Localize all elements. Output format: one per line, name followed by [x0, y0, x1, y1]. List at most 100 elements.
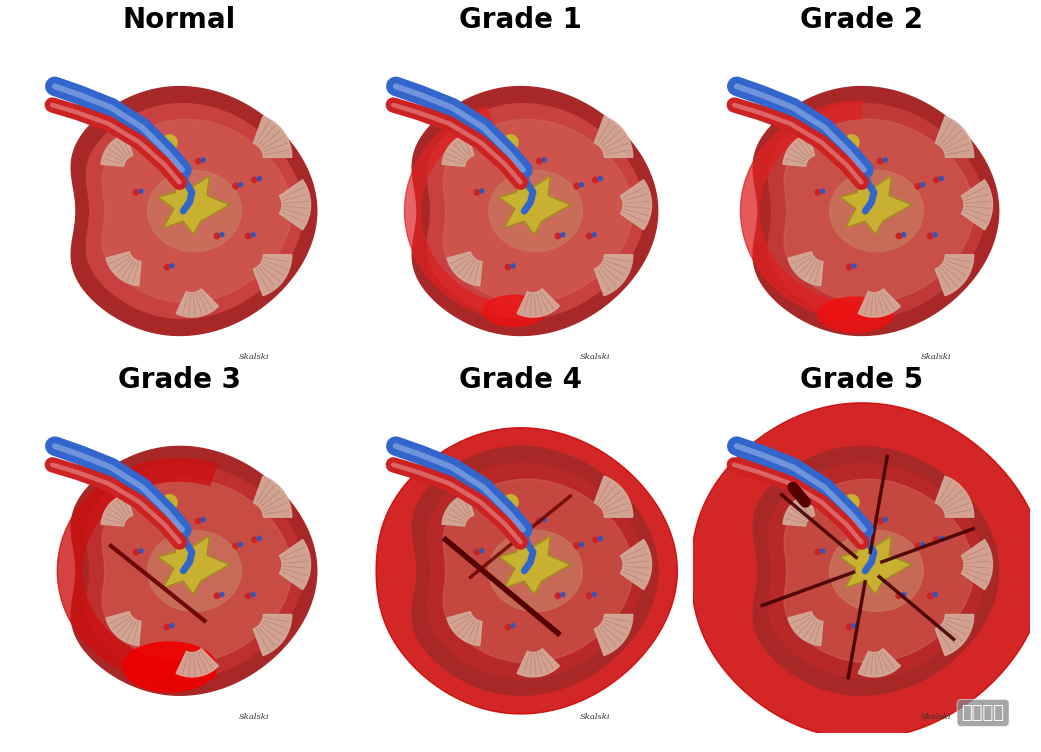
- Circle shape: [233, 183, 238, 189]
- Text: 熊猫放射: 熊猫放射: [962, 704, 1005, 722]
- Circle shape: [939, 177, 943, 180]
- Circle shape: [846, 265, 852, 270]
- Polygon shape: [443, 120, 633, 303]
- Polygon shape: [783, 134, 815, 166]
- Polygon shape: [71, 447, 316, 696]
- Circle shape: [902, 232, 906, 237]
- Polygon shape: [517, 289, 559, 317]
- Circle shape: [511, 264, 515, 268]
- Polygon shape: [788, 611, 823, 645]
- Polygon shape: [158, 170, 229, 235]
- Polygon shape: [768, 104, 985, 318]
- Polygon shape: [106, 611, 141, 645]
- Circle shape: [138, 189, 143, 193]
- Polygon shape: [102, 120, 291, 303]
- Polygon shape: [412, 86, 658, 335]
- Ellipse shape: [148, 530, 242, 611]
- Polygon shape: [935, 476, 973, 517]
- Polygon shape: [442, 134, 474, 166]
- Text: Skalski: Skalski: [239, 713, 270, 720]
- Circle shape: [214, 593, 220, 599]
- Circle shape: [820, 189, 824, 193]
- Polygon shape: [935, 255, 973, 296]
- Polygon shape: [788, 252, 823, 286]
- Polygon shape: [935, 614, 973, 656]
- Circle shape: [196, 159, 201, 164]
- Circle shape: [505, 624, 511, 629]
- Circle shape: [542, 158, 547, 162]
- Circle shape: [511, 623, 515, 628]
- Title: Normal: Normal: [123, 6, 236, 34]
- Circle shape: [592, 593, 596, 596]
- Ellipse shape: [148, 171, 242, 252]
- Circle shape: [220, 593, 224, 596]
- Circle shape: [499, 139, 503, 143]
- Circle shape: [474, 550, 480, 555]
- Title: Grade 2: Grade 2: [799, 6, 923, 34]
- Polygon shape: [858, 649, 900, 677]
- Polygon shape: [691, 403, 1041, 738]
- Polygon shape: [499, 170, 570, 235]
- Ellipse shape: [830, 171, 923, 252]
- Circle shape: [220, 232, 224, 237]
- Text: Skalski: Skalski: [239, 353, 270, 361]
- Polygon shape: [106, 252, 141, 286]
- Polygon shape: [442, 493, 474, 526]
- Circle shape: [574, 543, 580, 549]
- Circle shape: [164, 265, 170, 270]
- Circle shape: [257, 536, 261, 541]
- Polygon shape: [101, 493, 132, 526]
- Circle shape: [251, 593, 255, 596]
- Circle shape: [592, 177, 599, 183]
- Circle shape: [834, 499, 839, 505]
- Circle shape: [928, 233, 933, 238]
- Polygon shape: [447, 252, 482, 286]
- Polygon shape: [158, 529, 229, 594]
- Circle shape: [915, 543, 920, 549]
- Polygon shape: [57, 459, 218, 683]
- Circle shape: [852, 264, 856, 268]
- Title: Grade 4: Grade 4: [459, 365, 582, 394]
- Circle shape: [246, 593, 251, 599]
- Circle shape: [896, 233, 902, 238]
- Polygon shape: [405, 107, 491, 315]
- Circle shape: [157, 139, 161, 143]
- Circle shape: [902, 593, 906, 596]
- Polygon shape: [101, 134, 132, 166]
- Ellipse shape: [488, 530, 582, 611]
- Circle shape: [536, 518, 542, 523]
- Ellipse shape: [830, 530, 923, 611]
- Circle shape: [592, 537, 599, 542]
- Circle shape: [238, 183, 243, 186]
- Circle shape: [933, 593, 937, 596]
- Polygon shape: [840, 170, 911, 235]
- Circle shape: [934, 537, 939, 542]
- Polygon shape: [253, 117, 291, 157]
- Circle shape: [896, 593, 902, 599]
- Circle shape: [536, 159, 542, 164]
- Circle shape: [574, 183, 580, 189]
- Circle shape: [561, 232, 565, 237]
- Polygon shape: [784, 479, 973, 663]
- Polygon shape: [840, 529, 911, 594]
- Title: Grade 5: Grade 5: [799, 365, 923, 394]
- Circle shape: [542, 517, 547, 522]
- Polygon shape: [499, 529, 570, 594]
- Text: Skalski: Skalski: [580, 713, 611, 720]
- Circle shape: [170, 264, 174, 268]
- Ellipse shape: [818, 297, 893, 332]
- Circle shape: [878, 518, 883, 523]
- Polygon shape: [784, 120, 973, 303]
- Text: Skalski: Skalski: [921, 713, 951, 720]
- Circle shape: [846, 624, 852, 629]
- Polygon shape: [858, 289, 900, 317]
- Circle shape: [152, 140, 157, 145]
- Polygon shape: [740, 102, 862, 321]
- Polygon shape: [594, 614, 633, 656]
- Circle shape: [561, 593, 565, 596]
- Polygon shape: [594, 117, 633, 157]
- Polygon shape: [961, 539, 992, 590]
- Polygon shape: [447, 611, 482, 645]
- Polygon shape: [253, 255, 291, 296]
- Circle shape: [499, 499, 503, 503]
